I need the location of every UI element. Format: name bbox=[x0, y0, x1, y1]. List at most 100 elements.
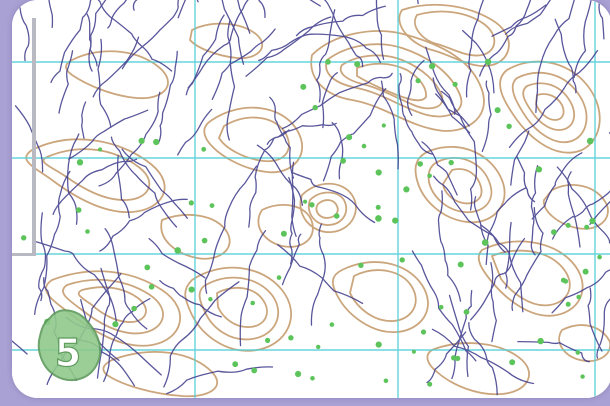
watercourse-line bbox=[535, 0, 575, 114]
vegetation-dot bbox=[415, 78, 421, 84]
watercourse-line bbox=[292, 172, 376, 224]
watercourse-line bbox=[462, 29, 495, 94]
watercourse-line bbox=[473, 196, 489, 266]
vegetation-dot bbox=[251, 367, 258, 374]
vegetation-dot bbox=[383, 378, 389, 384]
vegetation-dot bbox=[438, 304, 444, 310]
watercourse-line bbox=[157, 50, 178, 145]
vegetation-dot bbox=[399, 257, 405, 263]
contour-line bbox=[25, 138, 166, 213]
vegetation-dot bbox=[584, 224, 590, 230]
vegetation-dot bbox=[310, 376, 315, 381]
vegetation-dot bbox=[232, 361, 239, 368]
watercourse-line bbox=[437, 190, 462, 302]
vegetation-dot bbox=[295, 370, 302, 378]
watercourse-line bbox=[530, 165, 539, 256]
vegetation-dot bbox=[316, 344, 321, 350]
watercourse-line bbox=[479, 0, 532, 77]
watercourse-line bbox=[324, 0, 364, 68]
vegetation-dot bbox=[452, 81, 458, 87]
vegetation-dot bbox=[494, 107, 501, 114]
contour-line bbox=[257, 203, 314, 248]
watercourse-line bbox=[116, 154, 130, 219]
vegetation-dot bbox=[300, 83, 307, 90]
vegetation-dot bbox=[375, 169, 382, 176]
vegetation-dot bbox=[138, 137, 145, 144]
watercourse-line bbox=[34, 240, 118, 327]
watercourse-line bbox=[310, 223, 326, 326]
watercourse-line bbox=[48, 0, 54, 29]
vegetation-dot bbox=[340, 157, 346, 164]
watercourse-line bbox=[511, 207, 544, 311]
watercourse-line bbox=[491, 4, 547, 37]
watercourse-line bbox=[433, 175, 506, 253]
vegetation-dot bbox=[309, 202, 315, 208]
watercourse-line bbox=[89, 0, 107, 67]
watercourse-line bbox=[81, 101, 87, 139]
watercourse-line bbox=[551, 190, 610, 240]
vegetation-dot bbox=[597, 254, 602, 260]
vegetation-dot bbox=[76, 159, 84, 166]
vegetation-dot bbox=[329, 322, 335, 327]
watercourse-line bbox=[331, 122, 344, 180]
watercourse-line bbox=[508, 49, 599, 149]
watercourse-line bbox=[121, 0, 180, 70]
vegetation-dot bbox=[484, 58, 492, 66]
watercourse-line bbox=[596, 298, 610, 359]
watercourse-line bbox=[50, 0, 92, 84]
vegetation-dot bbox=[403, 186, 410, 193]
watercourse-line bbox=[226, 19, 236, 141]
watercourse-line bbox=[398, 73, 434, 155]
watercourse-line bbox=[163, 281, 240, 388]
grid-layer bbox=[12, 0, 610, 398]
watercourse-line bbox=[504, 0, 552, 35]
vegetation-dot bbox=[535, 166, 543, 173]
watercourse-line bbox=[107, 0, 128, 29]
vegetation-dot bbox=[276, 275, 282, 280]
vegetation-dot bbox=[112, 321, 119, 328]
contour-line bbox=[535, 93, 565, 121]
vegetation-dot bbox=[312, 104, 318, 111]
watercourse-line bbox=[99, 198, 188, 252]
contour-line bbox=[543, 184, 609, 230]
contour-line bbox=[62, 278, 164, 335]
watercourse-line bbox=[97, 38, 112, 128]
watercourse-line bbox=[256, 144, 304, 206]
vegetation-dot bbox=[375, 341, 382, 348]
watercourse-line bbox=[321, 72, 338, 129]
green-area-shape bbox=[37, 309, 102, 382]
watercourse-line bbox=[598, 0, 605, 40]
watercourse-line bbox=[239, 230, 267, 347]
watercourse-line bbox=[221, 0, 245, 65]
vegetation-dot bbox=[576, 294, 581, 300]
vegetation-dot bbox=[358, 262, 364, 268]
watercourse-line bbox=[281, 72, 393, 130]
vegetation-dot bbox=[417, 161, 424, 167]
contour-line bbox=[184, 266, 292, 352]
watercourse-line bbox=[177, 108, 213, 156]
contour-line bbox=[349, 269, 417, 322]
vegetation-dot bbox=[427, 173, 432, 179]
contour-line bbox=[189, 22, 264, 59]
watercourse-line bbox=[269, 96, 295, 179]
map-edge-horizontal bbox=[12, 253, 36, 256]
watercourse-line bbox=[468, 322, 498, 396]
watercourse-line bbox=[589, 200, 610, 226]
contour-line bbox=[299, 182, 357, 233]
watercourse-line bbox=[556, 166, 610, 244]
watercourse-line bbox=[98, 91, 161, 187]
watercourse-line bbox=[426, 331, 467, 384]
contour-line bbox=[356, 62, 427, 102]
green-area-label: 5 bbox=[55, 331, 81, 375]
contour-line bbox=[160, 213, 231, 260]
watercourse-line bbox=[288, 176, 296, 265]
vegetation-dot bbox=[98, 147, 103, 152]
vegetation-dot bbox=[463, 309, 470, 315]
watercourse-line bbox=[411, 250, 477, 362]
vegetation-dot bbox=[589, 217, 596, 225]
vegetation-dot bbox=[144, 264, 151, 271]
vegetation-dot bbox=[392, 217, 399, 224]
vegetation-layer bbox=[21, 58, 602, 387]
contour-line bbox=[307, 191, 348, 226]
